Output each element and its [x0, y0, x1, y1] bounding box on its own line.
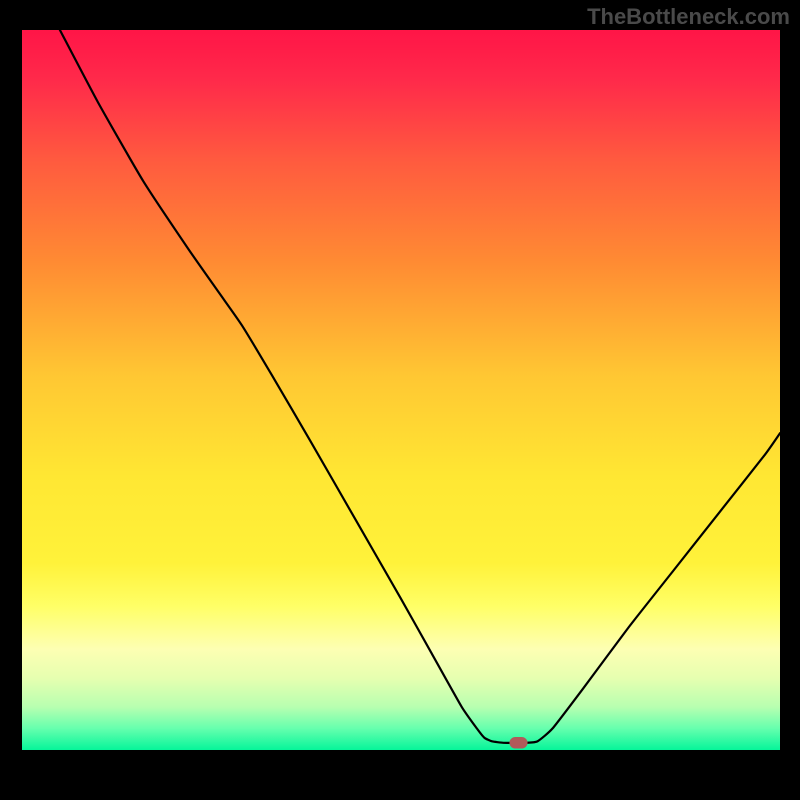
bottleneck-chart	[22, 30, 780, 750]
chart-background	[22, 30, 780, 750]
optimum-marker	[509, 737, 527, 749]
watermark-text: TheBottleneck.com	[587, 4, 790, 30]
plot-area	[22, 30, 780, 750]
